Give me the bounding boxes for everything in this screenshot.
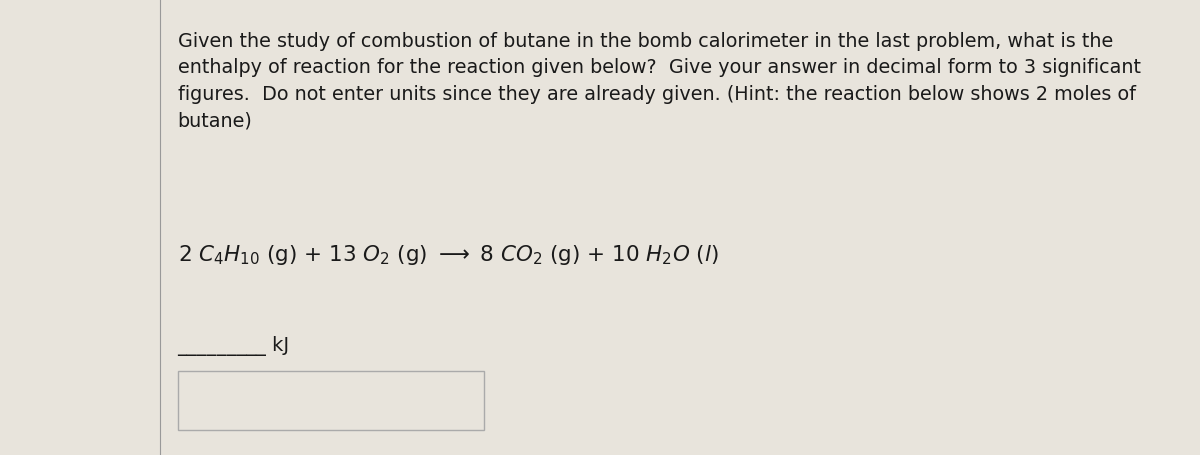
FancyBboxPatch shape xyxy=(178,371,484,430)
Text: _________ kJ: _________ kJ xyxy=(178,336,289,356)
Text: 2 $C_4H_{10}$ (g) + 13 $O_2$ (g) $\longrightarrow$ 8 $CO_2$ (g) + 10 $H_2O$ ($\i: 2 $C_4H_{10}$ (g) + 13 $O_2$ (g) $\longr… xyxy=(178,243,719,267)
Text: Given the study of combustion of butane in the bomb calorimeter in the last prob: Given the study of combustion of butane … xyxy=(178,32,1140,130)
